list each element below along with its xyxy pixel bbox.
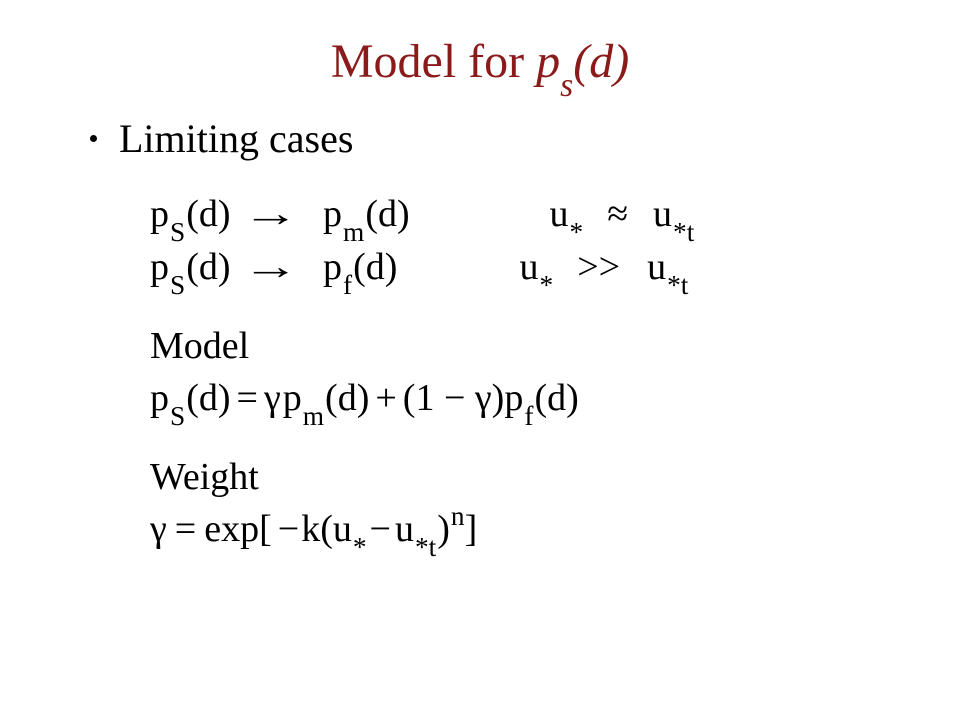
limit-2-cond: u* >> u*t <box>480 243 689 292</box>
sym: u <box>647 246 666 288</box>
minus: − <box>370 505 391 554</box>
arg: (d) <box>325 374 369 423</box>
sym: p <box>150 193 169 235</box>
sym: u <box>653 193 672 235</box>
bracket-close: ] <box>465 505 478 554</box>
gamma: γ <box>264 374 281 423</box>
arg: (d) <box>186 193 230 235</box>
title-arg: (d) <box>573 35 629 88</box>
limit-1-cond: u* ≈ u*t <box>480 190 695 239</box>
sub: *t <box>673 217 694 247</box>
limit-2-lhs: pS(d) → pf(d) <box>150 243 480 292</box>
sub: f <box>524 399 533 435</box>
model-equation: pS(d) = γ pm(d) + (1 − γ) pf(d) <box>150 374 960 423</box>
sym: p <box>323 246 342 288</box>
title-prefix: Model for <box>331 35 536 88</box>
exp: exp <box>204 505 259 554</box>
sub: *t <box>415 530 436 566</box>
k: k <box>301 505 320 554</box>
sub: m <box>343 217 364 247</box>
sym: u <box>333 505 352 554</box>
sym: p <box>283 374 302 423</box>
sub: S <box>170 399 185 435</box>
sym: u <box>395 505 414 554</box>
sub: f <box>343 270 352 300</box>
arg: (d) <box>353 246 397 288</box>
plus: + <box>375 374 396 423</box>
sym: u <box>520 246 539 288</box>
sym: p <box>150 246 169 288</box>
bullet-dot-icon <box>90 135 97 142</box>
sub: * <box>353 530 367 566</box>
bullet-row: Limiting cases <box>90 115 960 162</box>
minus: − <box>278 505 299 554</box>
paren-open: ( <box>320 505 333 554</box>
sub: S <box>170 270 185 300</box>
paren-close: ) <box>437 505 450 554</box>
weight-equation: γ = exp[ − k (u* − u*t)n] <box>150 505 960 554</box>
gamma: γ <box>150 505 167 554</box>
exp-power: n <box>451 499 465 535</box>
limit-1: pS(d) → pm(d) u* ≈ u*t <box>150 190 960 239</box>
sym: p <box>150 374 169 423</box>
arg: (d) <box>186 246 230 288</box>
rel: ≈ <box>607 193 628 235</box>
bracket-open: [ <box>259 505 272 554</box>
sub: m <box>303 399 324 435</box>
arrow-icon: → <box>242 190 299 239</box>
arrow-icon: → <box>242 243 299 292</box>
model-label: Model <box>150 322 960 371</box>
slide: Model for ps(d) Limiting cases pS(d) → p… <box>0 0 960 720</box>
limit-1-lhs: pS(d) → pm(d) <box>150 190 480 239</box>
sym: p <box>323 193 342 235</box>
rel: >> <box>577 246 620 288</box>
title-symbol: p <box>536 35 560 88</box>
arg: (d) <box>365 193 409 235</box>
sub: * <box>540 270 554 300</box>
weight-label: Weight <box>150 453 960 502</box>
sub: S <box>170 217 185 247</box>
one-minus-gamma: (1 − γ) <box>403 374 505 423</box>
arg: (d) <box>186 374 230 423</box>
sub: * <box>570 217 584 247</box>
math-block: pS(d) → pm(d) u* ≈ u*t pS(d) → pf(d) <box>150 190 960 554</box>
eq: = <box>175 505 196 554</box>
bullet-text: Limiting cases <box>119 115 353 162</box>
limit-2: pS(d) → pf(d) u* >> u*t <box>150 243 960 292</box>
sym: u <box>550 193 569 235</box>
arg: (d) <box>534 374 578 423</box>
title-subscript: s <box>560 67 573 104</box>
sub: *t <box>667 270 688 300</box>
eq: = <box>237 374 258 423</box>
sym: p <box>504 374 523 423</box>
slide-title: Model for ps(d) <box>0 36 960 97</box>
